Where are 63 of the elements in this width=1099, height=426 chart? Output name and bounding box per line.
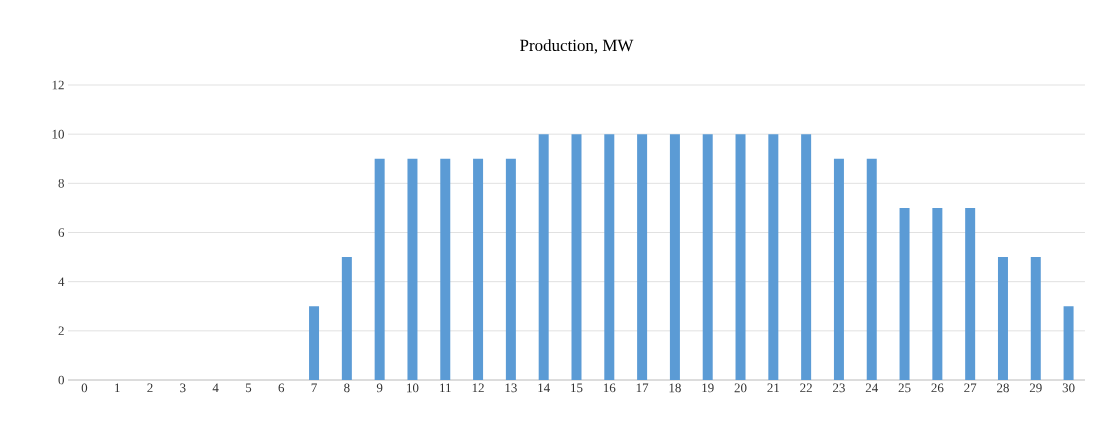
x-tick-label: 9 (376, 383, 383, 393)
bar (801, 134, 812, 380)
bar (1063, 306, 1074, 380)
bar (1030, 257, 1041, 380)
chart-title: Production, MW (520, 39, 634, 54)
x-tick-label: 12 (472, 383, 484, 393)
bar (637, 134, 648, 380)
y-tick-label: 8 (58, 178, 64, 188)
bar (505, 158, 516, 380)
bar (309, 306, 320, 380)
bar (374, 158, 385, 380)
x-tick-label: 28 (997, 383, 1009, 393)
y-tick-label: 4 (58, 277, 65, 286)
x-tick-label: 4 (212, 383, 219, 393)
x-tick-label: 1 (115, 383, 120, 393)
x-tick-label: 11 (440, 383, 451, 393)
x-tick-label: 16 (603, 383, 616, 393)
x-tick-label: 21 (767, 383, 780, 393)
bar (899, 207, 910, 380)
x-tick-label: 10 (407, 383, 419, 393)
x-tick-label: 20 (734, 383, 747, 393)
y-tick-label: 10 (52, 129, 64, 139)
x-tick-label: 5 (245, 383, 252, 393)
bar (538, 134, 549, 380)
bar (440, 158, 451, 380)
x-tick-label: 8 (344, 383, 350, 393)
x-tick-label: 14 (538, 383, 550, 393)
x-tick-label: 27 (964, 383, 977, 393)
bar (866, 158, 877, 380)
bar (735, 134, 746, 380)
y-tick-label: 6 (58, 228, 65, 237)
y-tick-label: 2 (58, 326, 64, 336)
x-tick-label: 13 (505, 383, 517, 393)
x-tick-label: 15 (571, 383, 583, 393)
x-tick-label: 26 (931, 383, 944, 393)
x-tick-label: 0 (81, 383, 88, 393)
x-tick-label: 22 (800, 383, 812, 393)
x-tick-label: 17 (636, 383, 649, 393)
bar (702, 134, 713, 380)
bar (669, 134, 680, 380)
bar (965, 207, 976, 380)
x-tick-label: 29 (1029, 383, 1042, 393)
x-tick-label: 3 (180, 383, 186, 393)
x-tick-label: 6 (278, 383, 285, 393)
bar (407, 158, 418, 380)
bar (571, 134, 582, 380)
x-tick-label: 23 (833, 383, 845, 393)
bar (604, 134, 615, 380)
y-tick-label: 12 (52, 80, 64, 90)
x-tick-label: 25 (898, 383, 911, 393)
x-tick-label: 19 (702, 383, 714, 393)
y-tick-label: 0 (58, 375, 64, 385)
bar (341, 257, 352, 380)
x-tick-label: 30 (1062, 383, 1075, 393)
bar (997, 257, 1008, 380)
bar (473, 158, 484, 380)
x-tick-label: 24 (865, 383, 879, 393)
bar (833, 158, 844, 380)
bar (932, 207, 943, 380)
x-tick-label: 7 (311, 383, 317, 392)
bar (768, 134, 779, 380)
x-tick-label: 2 (147, 383, 153, 393)
x-tick-label: 18 (669, 383, 681, 393)
